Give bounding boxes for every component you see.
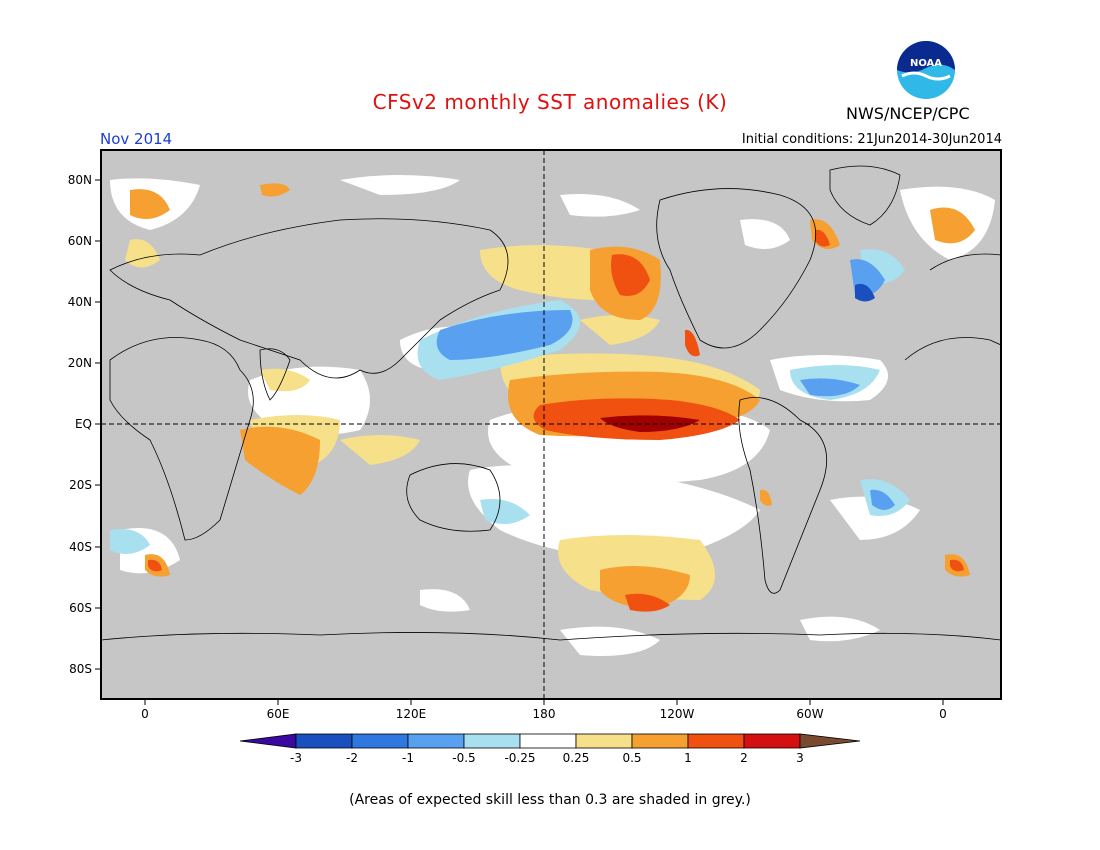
colorbar-swatch (631, 733, 689, 749)
lon-label: 0 (939, 707, 947, 721)
noaa-logo: NOAA (896, 40, 956, 100)
colorbar-label: 0.5 (622, 751, 641, 765)
logo-text: NOAA (910, 58, 942, 69)
lon-label: 120E (396, 707, 427, 721)
colorbar-swatch (687, 733, 745, 749)
colorbar-swatch (519, 733, 577, 749)
colorbar-label: 0.25 (563, 751, 590, 765)
lat-label: 60S (69, 601, 92, 615)
colorbar-swatch (407, 733, 465, 749)
colorbar-label: -2 (346, 751, 358, 765)
colorbar-label: -0.5 (452, 751, 475, 765)
colorbar-swatch (295, 733, 353, 749)
colorbar-label: -3 (290, 751, 302, 765)
colorbar-label: -1 (402, 751, 414, 765)
lon-label: 120W (660, 707, 695, 721)
colorbar: -3 -2 -1 -0.5 -0.25 0.25 0.5 1 2 3 (239, 733, 861, 765)
colorbar-high-arrow (799, 733, 861, 749)
lat-label: 20N (68, 356, 92, 370)
colorbar-swatch (463, 733, 521, 749)
lat-label: 20S (69, 478, 92, 492)
lon-label: 0 (141, 707, 149, 721)
colorbar-label: 1 (684, 751, 692, 765)
agency-label: NWS/NCEP/CPC (846, 104, 970, 123)
lat-label: 40N (68, 295, 92, 309)
cool-strong-areas (855, 283, 875, 302)
lon-label: 180 (533, 707, 556, 721)
lat-label: 60N (68, 234, 92, 248)
longitude-axis: 0 60E 120E 180 120W 60W 0 (141, 699, 947, 721)
colorbar-swatch (575, 733, 633, 749)
initial-conditions: Initial conditions: 21Jun2014-30Jun2014 (741, 132, 1002, 147)
colorbar-swatch (351, 733, 409, 749)
anomaly-fields (110, 175, 995, 656)
colorbar-label: 3 (796, 751, 804, 765)
lat-label: 80S (69, 662, 92, 676)
coastlines (101, 165, 1001, 641)
latitude-axis: 80N 60N 40N 20N EQ 20S 40S 60S 80S (68, 173, 101, 676)
forecast-month: Nov 2014 (100, 130, 173, 148)
lat-label: 40S (69, 540, 92, 554)
skill-footnote: (Areas of expected skill less than 0.3 a… (349, 792, 751, 808)
lat-label: 80N (68, 173, 92, 187)
cool-moderate-areas (436, 259, 895, 510)
colorbar-swatch (743, 733, 801, 749)
chart-title: CFSv2 monthly SST anomalies (K) (372, 90, 728, 114)
lon-label: 60E (267, 707, 290, 721)
colorbar-label: -0.25 (504, 751, 535, 765)
lat-label: EQ (75, 417, 92, 431)
colorbar-label: 2 (740, 751, 748, 765)
colorbar-low-arrow (239, 733, 297, 749)
lon-label: 60W (796, 707, 823, 721)
